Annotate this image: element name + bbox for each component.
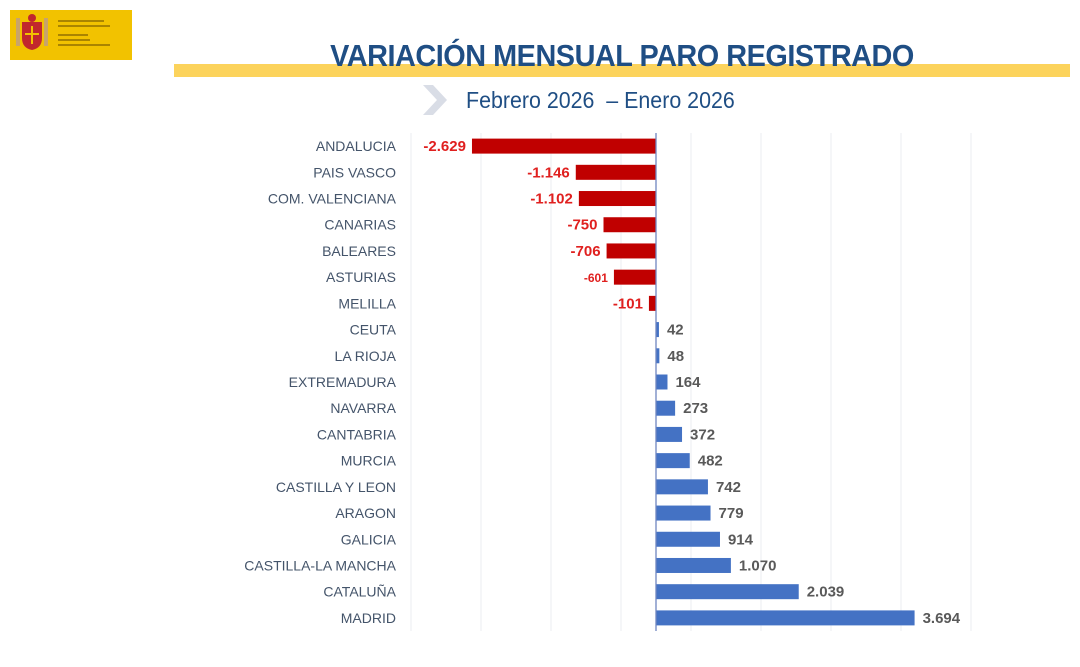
category-label: CANTABRIA bbox=[317, 426, 397, 442]
category-label: ANDALUCIA bbox=[316, 138, 397, 154]
category-label: ARAGON bbox=[335, 505, 396, 521]
bar bbox=[575, 164, 656, 180]
data-label: 48 bbox=[667, 348, 684, 365]
category-label: EXTREMADURA bbox=[289, 374, 397, 390]
data-label: -101 bbox=[613, 295, 643, 312]
category-label: CATALUÑA bbox=[323, 584, 396, 600]
data-label: 1.070 bbox=[739, 557, 777, 574]
title-highlight-band bbox=[174, 64, 1070, 77]
data-label: 482 bbox=[698, 453, 723, 470]
bar bbox=[656, 348, 660, 364]
data-label: -2.629 bbox=[423, 138, 466, 155]
category-labels: ANDALUCIA PAIS VASCO COM. VALENCIANA CANARI… bbox=[244, 138, 396, 626]
data-label: 372 bbox=[690, 426, 715, 443]
data-label: 273 bbox=[683, 400, 708, 417]
bar bbox=[656, 505, 711, 521]
bar bbox=[656, 479, 708, 495]
category-label: CEUTA bbox=[350, 322, 397, 338]
bar bbox=[656, 584, 799, 600]
data-label: 779 bbox=[719, 505, 744, 522]
data-label: -1.102 bbox=[530, 191, 573, 208]
category-label: GALICIA bbox=[341, 531, 397, 547]
data-label: 42 bbox=[667, 322, 684, 339]
bar bbox=[648, 295, 656, 311]
chevron-right-icon bbox=[423, 85, 447, 115]
period-subtitle: Febrero 2026 – Enero 2026 bbox=[466, 87, 735, 113]
category-label: PAIS VASCO bbox=[313, 164, 396, 180]
bar bbox=[656, 322, 659, 338]
bar bbox=[471, 138, 656, 154]
category-label: CANARIAS bbox=[324, 217, 396, 233]
page-title: VARIACIÓN MENSUAL PARO REGISTRADO bbox=[330, 38, 914, 73]
bar bbox=[656, 531, 720, 547]
gridlines bbox=[410, 133, 972, 631]
bar bbox=[656, 374, 668, 390]
category-label: COM. VALENCIANA bbox=[268, 191, 397, 207]
bar bbox=[656, 610, 915, 626]
bar bbox=[606, 243, 656, 259]
bar bbox=[603, 217, 656, 233]
bar bbox=[656, 557, 731, 573]
data-label: 2.039 bbox=[807, 584, 845, 601]
bar bbox=[656, 426, 683, 442]
data-label: 914 bbox=[728, 531, 754, 548]
coat-of-arms-icon bbox=[16, 14, 110, 50]
category-label: MURCIA bbox=[341, 453, 397, 469]
data-label: -750 bbox=[567, 217, 597, 234]
data-label: -1.146 bbox=[527, 164, 570, 181]
data-label: 3.694 bbox=[923, 610, 961, 627]
bar bbox=[656, 400, 676, 416]
category-label: BALEARES bbox=[322, 243, 396, 259]
ministry-logo bbox=[10, 10, 132, 60]
bar bbox=[578, 191, 656, 207]
category-label: CASTILLA Y LEON bbox=[276, 479, 396, 495]
category-label: LA RIOJA bbox=[335, 348, 397, 364]
category-label: CASTILLA-LA MANCHA bbox=[244, 557, 396, 573]
category-label: ASTURIAS bbox=[326, 269, 396, 285]
category-label: MADRID bbox=[341, 610, 396, 626]
bar bbox=[613, 269, 656, 285]
bars bbox=[471, 138, 915, 626]
data-labels: -2.629 -1.146 -1.102 -750 -706 -601 -101 42 48 16… bbox=[423, 138, 960, 627]
data-label: 742 bbox=[716, 479, 741, 496]
category-label: MELILLA bbox=[338, 295, 396, 311]
data-label: 164 bbox=[675, 374, 701, 391]
bar bbox=[656, 453, 690, 469]
data-label: -706 bbox=[571, 243, 601, 260]
data-label: -601 bbox=[584, 271, 608, 285]
category-label: NAVARRA bbox=[330, 400, 396, 416]
